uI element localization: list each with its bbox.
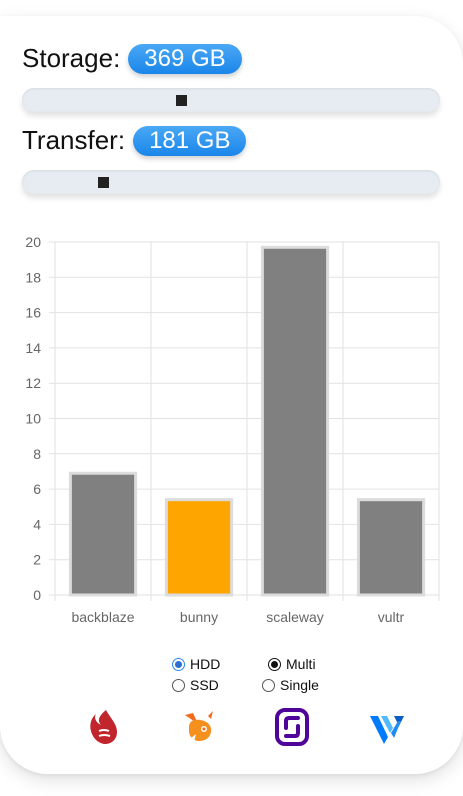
bar-bunny: [164, 498, 234, 597]
bar-backblaze: [68, 471, 138, 597]
scaleway-logo[interactable]: [272, 707, 312, 747]
transfer-row: Transfer: 181 GB: [22, 125, 247, 156]
y-tick-label: 8: [33, 446, 41, 462]
y-tick-label: 14: [25, 340, 41, 356]
transfer-slider-thumb[interactable]: [97, 177, 109, 188]
single-label: Single: [280, 677, 319, 693]
hdd-option[interactable]: HDD: [172, 656, 220, 672]
storage-value-badge: 369 GB: [128, 43, 242, 74]
ssd-option[interactable]: SSD: [172, 677, 219, 693]
x-tick-label-backblaze: backblaze: [71, 609, 134, 625]
price-bar-chart: 0 2 4 6 8 10 12 14 16 18 20 backblaze bunny scaleway v…: [25, 234, 440, 625]
y-tick-label: 2: [33, 552, 41, 568]
transfer-label: Transfer:: [22, 125, 126, 155]
x-tick-label-bunny: bunny: [180, 609, 218, 625]
y-tick-label: 4: [33, 516, 41, 532]
bar-scaleway: [260, 245, 330, 597]
y-tick-label: 18: [25, 269, 41, 285]
transfer-slider[interactable]: [22, 170, 440, 194]
ssd-label: SSD: [190, 677, 219, 693]
bar-vultr: [356, 498, 426, 597]
y-tick-label: 16: [25, 305, 41, 321]
multi-radio[interactable]: [268, 657, 281, 671]
storage-slider[interactable]: [22, 88, 440, 112]
multi-label: Multi: [286, 656, 316, 672]
y-tick-label: 6: [33, 481, 41, 497]
backblaze-logo[interactable]: [84, 707, 124, 747]
hdd-radio[interactable]: [172, 657, 185, 671]
x-tick-label-vultr: vultr: [378, 609, 405, 625]
ssd-radio[interactable]: [172, 678, 185, 692]
single-radio[interactable]: [262, 678, 275, 692]
y-tick-label: 10: [25, 411, 41, 427]
hdd-label: HDD: [190, 656, 221, 672]
bunny-logo[interactable]: [179, 707, 219, 747]
storage-slider-thumb[interactable]: [176, 95, 188, 106]
y-tick-label: 20: [25, 234, 41, 250]
transfer-value-badge: 181 GB: [133, 125, 247, 156]
y-tick-label: 0: [33, 587, 41, 603]
y-tick-label: 12: [25, 375, 41, 391]
storage-row: Storage: 369 GB: [22, 43, 242, 74]
multi-option[interactable]: Multi: [268, 656, 316, 672]
storage-label: Storage:: [22, 43, 121, 73]
single-option[interactable]: Single: [262, 677, 319, 693]
vultr-logo[interactable]: [367, 707, 407, 747]
x-tick-label-scaleway: scaleway: [266, 609, 324, 625]
